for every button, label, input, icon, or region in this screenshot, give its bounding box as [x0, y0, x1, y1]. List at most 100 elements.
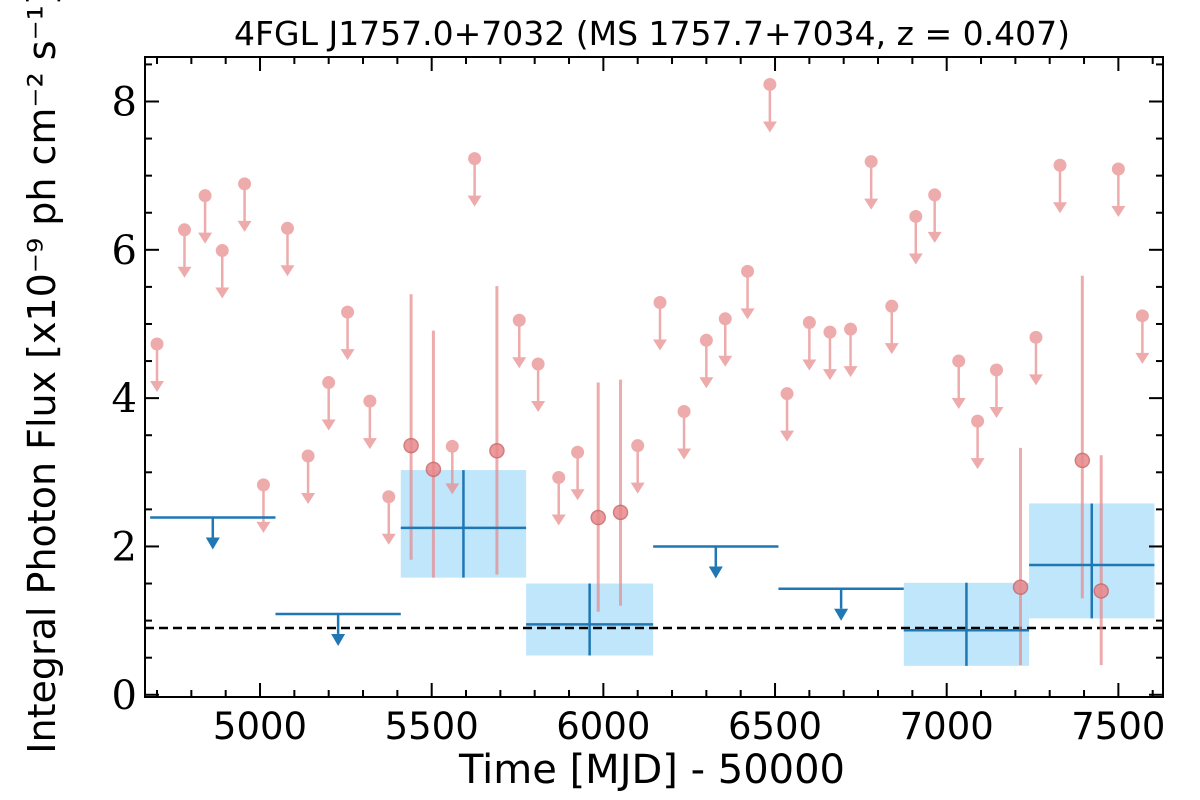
upper-limit-arrowhead: [653, 339, 668, 351]
detection-marker: [590, 509, 606, 526]
x-tick-label: 7000: [900, 705, 994, 748]
monthly-upper-limit: [908, 209, 923, 265]
monthly-upper-limit: [630, 439, 645, 494]
monthly-upper-limit: [718, 312, 733, 367]
monthly-detection: [489, 286, 505, 575]
monthly-upper-limit: [970, 414, 985, 470]
upper-limit-marker: [823, 325, 837, 339]
upper-limit-marker: [677, 404, 691, 418]
binned-ul-arrowhead: [205, 537, 220, 550]
upper-limit-marker: [238, 177, 252, 191]
y-tick-label: 6: [112, 228, 137, 274]
upper-limit-arrowhead: [989, 406, 1004, 418]
upper-limit-arrowhead: [677, 448, 692, 460]
monthly-detection: [1074, 275, 1091, 599]
monthly-upper-limit: [198, 189, 213, 244]
upper-limit-arrowhead: [1111, 205, 1126, 217]
monthly-upper-limit: [802, 315, 817, 371]
monthly-detection: [590, 382, 606, 612]
upper-limit-arrowhead: [280, 265, 295, 277]
chart-title: 4FGL J1757.0+7032 (MS 1757.7+7034, z = 0…: [234, 14, 1070, 53]
monthly-upper-limit: [301, 449, 316, 504]
monthly-upper-limit: [321, 376, 336, 431]
monthly-upper-limit: [1111, 162, 1126, 217]
x-tick-label: 5000: [213, 705, 307, 748]
upper-limit-arrowhead: [301, 492, 316, 504]
upper-limit-arrowhead: [843, 366, 858, 378]
upper-limit-arrowhead: [321, 419, 336, 431]
monthly-upper-limit: [762, 77, 777, 133]
upper-limit-arrowhead: [1135, 352, 1150, 364]
upper-limit-arrowhead: [718, 355, 733, 367]
upper-limit-arrowhead: [256, 521, 271, 533]
upper-limit-marker: [322, 376, 336, 390]
upper-limit-arrowhead: [1052, 202, 1067, 214]
upper-limit-marker: [571, 445, 585, 459]
monthly-upper-limit: [677, 404, 692, 460]
monthly-detection: [403, 294, 419, 560]
monthly-detection: [612, 379, 629, 606]
upper-limit-arrowhead: [802, 359, 817, 371]
upper-limit-marker: [780, 387, 794, 401]
binned-ul-arrowhead: [331, 633, 346, 646]
upper-limit-arrowhead: [951, 398, 966, 410]
x-tick-label: 6500: [728, 705, 822, 748]
upper-limit-arrowhead: [570, 489, 585, 501]
upper-limit-marker: [341, 305, 355, 319]
upper-limit-marker: [215, 244, 229, 258]
binned-detection: [526, 583, 654, 656]
upper-limit-arrowhead: [740, 308, 755, 320]
monthly-detection: [1012, 447, 1029, 666]
detection-marker: [489, 443, 505, 459]
monthly-upper-limit: [256, 478, 271, 533]
plot-content: [145, 77, 1163, 666]
monthly-detection: [1093, 455, 1109, 666]
monthly-upper-limit: [653, 295, 668, 351]
binned-upper-limit: [275, 612, 401, 646]
upper-limit-arrowhead: [150, 380, 165, 392]
monthly-upper-limit: [927, 188, 942, 243]
upper-limit-marker: [198, 189, 212, 203]
upper-limit-marker: [512, 313, 526, 327]
upper-limit-arrowhead: [864, 198, 879, 210]
upper-limit-marker: [382, 490, 396, 504]
monthly-upper-limit: [280, 221, 295, 277]
upper-limit-arrowhead: [970, 458, 985, 470]
upper-limit-marker: [631, 439, 645, 453]
upper-limit-marker: [763, 77, 777, 91]
upper-limit-arrowhead: [780, 430, 795, 442]
monthly-upper-limit: [215, 244, 230, 299]
upper-limit-marker: [989, 363, 1003, 377]
upper-limit-marker: [802, 315, 816, 329]
upper-limit-arrowhead: [531, 401, 546, 413]
monthly-upper-limit: [884, 299, 899, 355]
upper-limit-arrowhead: [927, 231, 942, 243]
upper-limit-arrowhead: [467, 195, 482, 207]
binned-detection: [903, 582, 1030, 666]
monthly-upper-limit: [340, 305, 355, 361]
x-axis-label: Time [MJD] - 50000: [458, 747, 845, 793]
upper-limit-marker: [928, 188, 942, 202]
x-tick-label: 6000: [556, 705, 650, 748]
binned-detection: [400, 470, 527, 578]
upper-limit-arrowhead: [884, 343, 899, 355]
y-tick-label: 4: [112, 376, 137, 422]
upper-limit-marker: [280, 221, 294, 235]
upper-limit-marker: [1029, 330, 1043, 344]
upper-limit-marker: [971, 414, 985, 428]
monthly-upper-limit: [237, 177, 252, 232]
monthly-upper-limit: [362, 394, 377, 450]
upper-limit-marker: [741, 264, 755, 278]
monthly-upper-limit: [531, 357, 546, 413]
binned-ul-arrowhead: [834, 608, 849, 621]
detection-marker: [1093, 583, 1109, 599]
binned-upper-limit: [150, 516, 276, 550]
upper-limit-arrowhead: [822, 369, 837, 381]
upper-limit-marker: [301, 449, 315, 463]
upper-limit-marker: [885, 299, 899, 313]
upper-limit-arrowhead: [340, 349, 355, 361]
monthly-upper-limit: [864, 155, 879, 210]
upper-limit-arrowhead: [512, 357, 527, 369]
detection-marker: [425, 461, 442, 478]
upper-limit-arrowhead: [198, 232, 213, 244]
